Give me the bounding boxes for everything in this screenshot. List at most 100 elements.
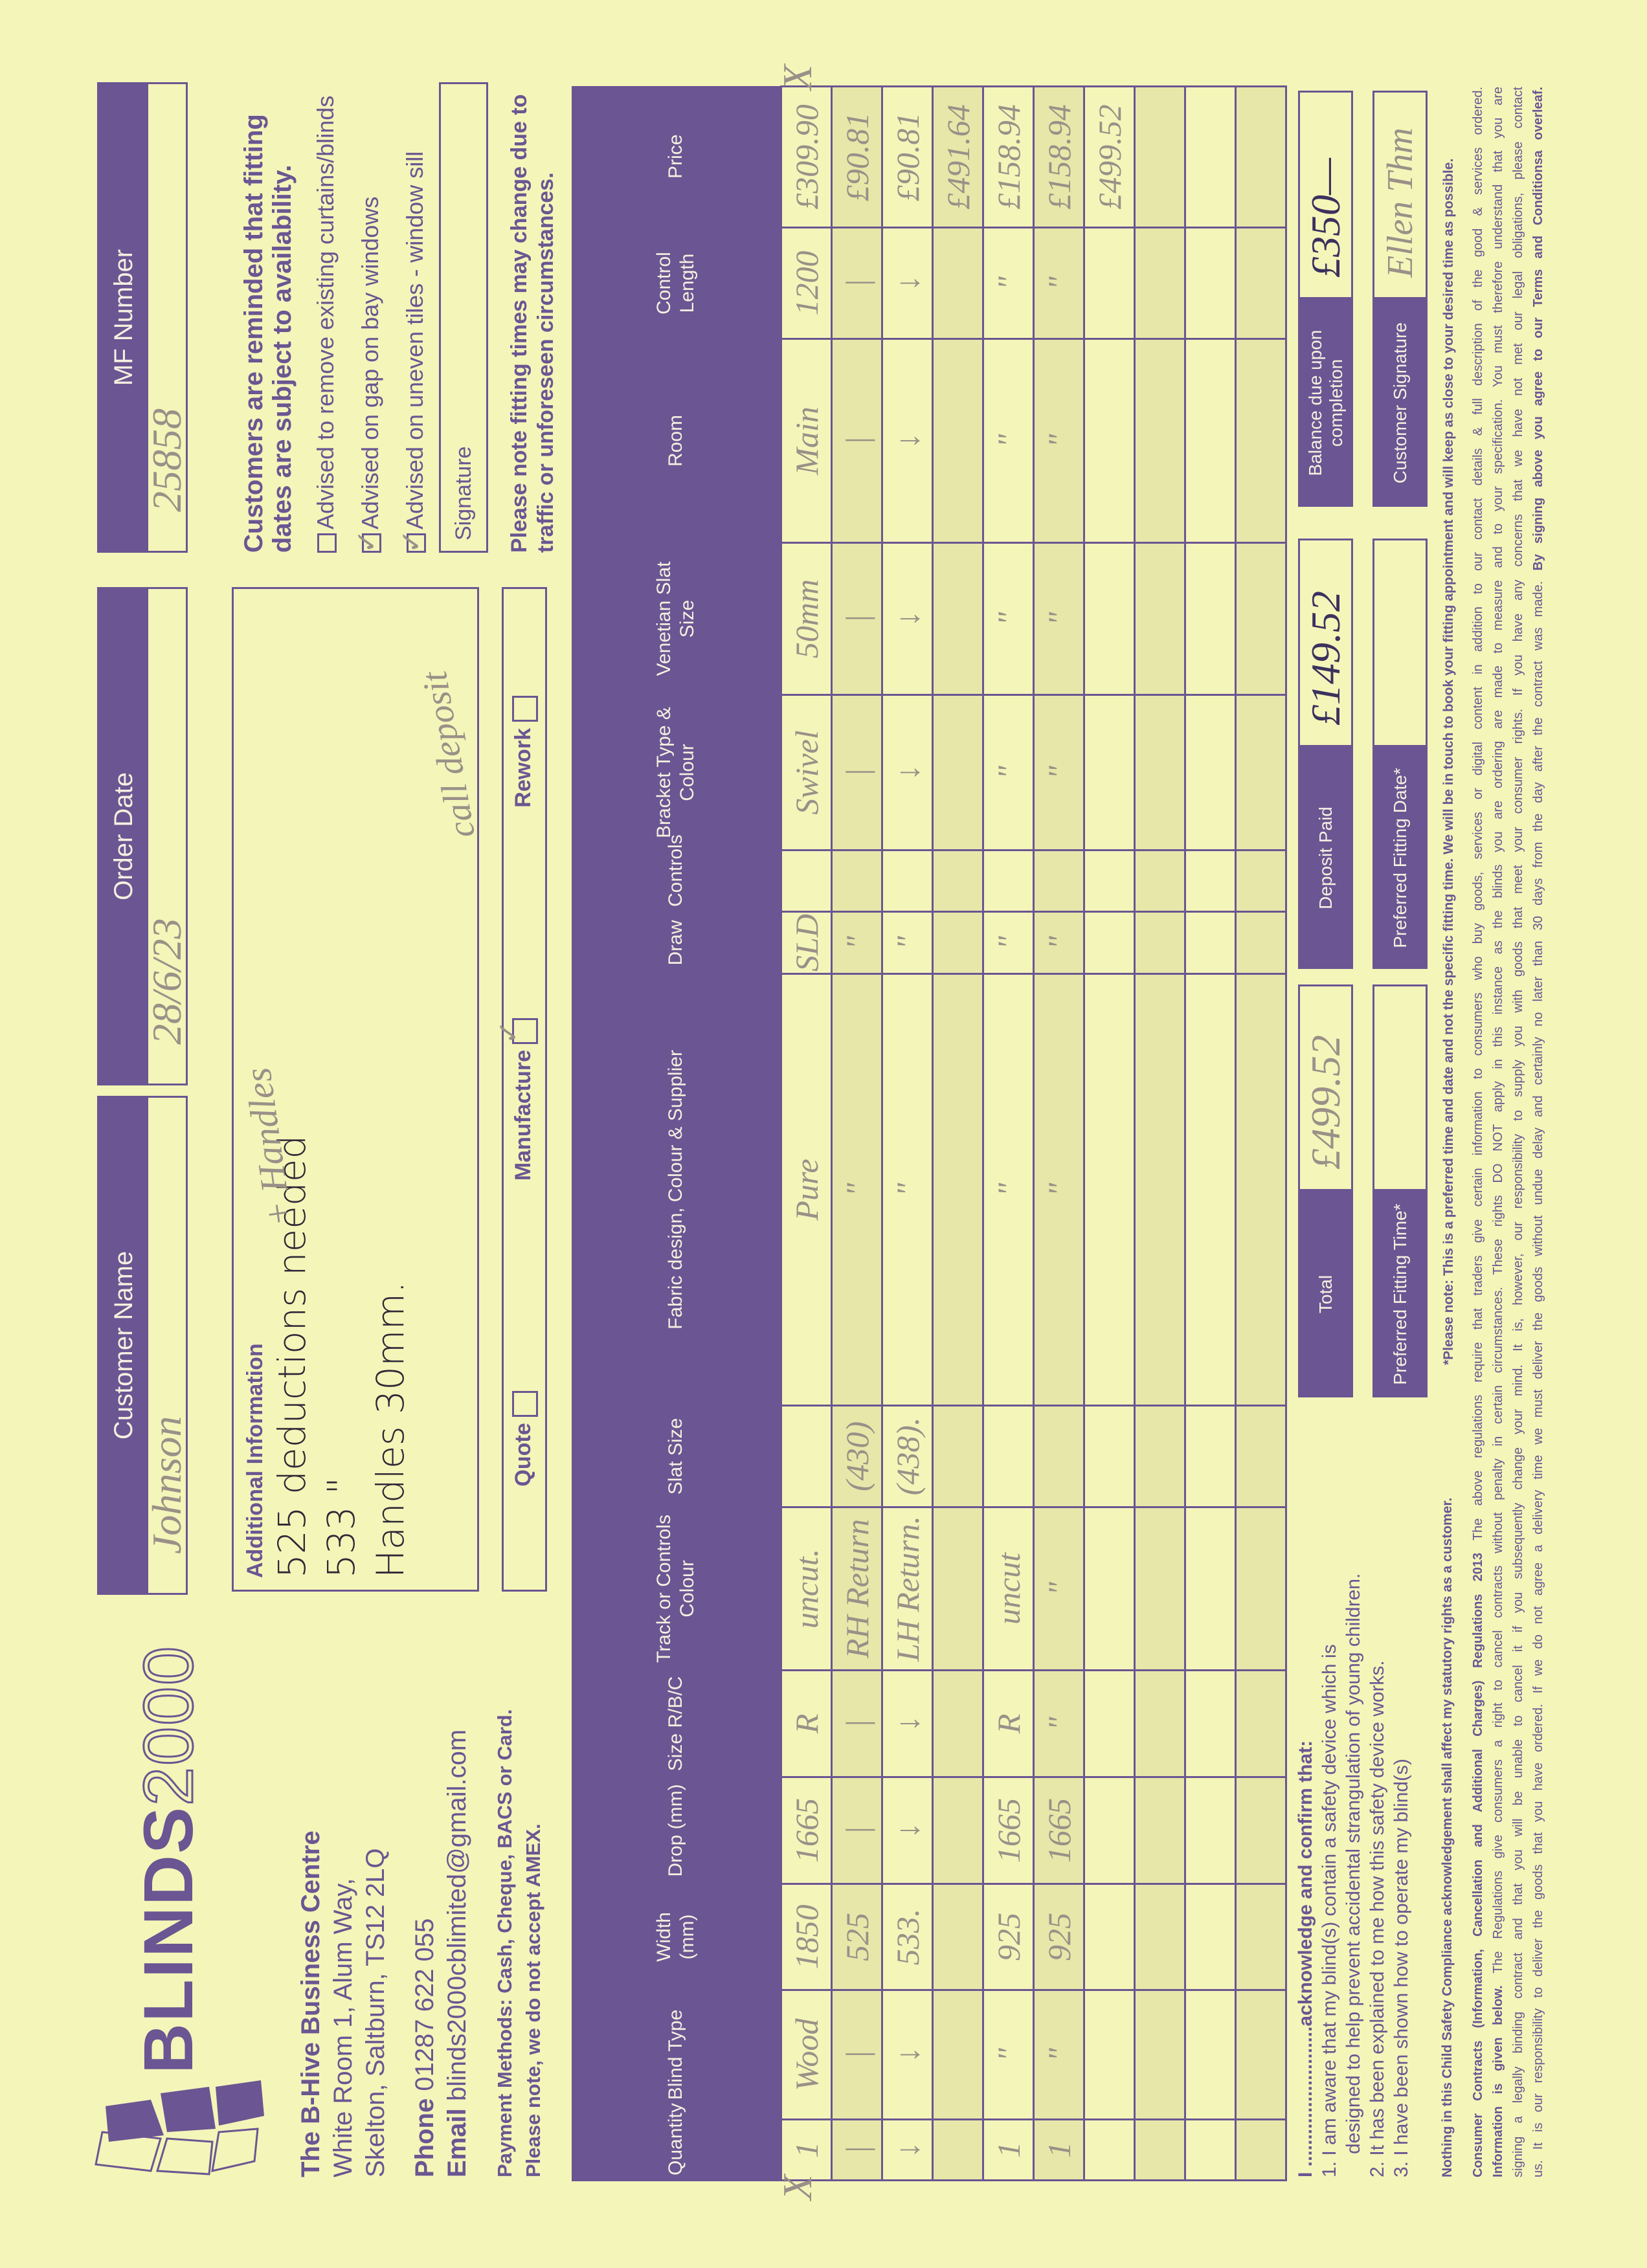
table-cell[interactable]: | <box>831 227 882 339</box>
table-cell[interactable] <box>1185 339 1236 543</box>
table-cell[interactable] <box>932 542 983 695</box>
table-cell[interactable]: 50mm <box>781 542 832 695</box>
table-cell[interactable] <box>1134 227 1185 339</box>
table-cell[interactable]: £309.90 <box>781 86 832 228</box>
total-value[interactable]: £499.52 <box>1298 984 1353 1191</box>
table-cell[interactable] <box>1084 1777 1135 1884</box>
table-cell[interactable]: " <box>983 911 1034 974</box>
table-cell[interactable]: uncut. <box>781 1507 832 1671</box>
table-cell[interactable] <box>1084 1670 1135 1777</box>
table-cell[interactable]: 1850 <box>781 1884 832 1990</box>
table-cell[interactable] <box>1185 695 1236 850</box>
table-cell[interactable] <box>1185 1405 1236 1507</box>
table-cell[interactable]: SLD <box>781 911 832 974</box>
table-cell[interactable] <box>932 973 983 1406</box>
preferred-fitting-time-field[interactable]: Preferred Fitting Time* <box>1372 984 1428 1397</box>
table-cell[interactable] <box>1084 1405 1135 1507</box>
table-cell[interactable]: " <box>983 1990 1034 2120</box>
table-cell[interactable]: 925 <box>983 1884 1034 1990</box>
table-cell[interactable] <box>932 695 983 850</box>
table-cell[interactable] <box>1134 973 1185 1406</box>
table-cell[interactable] <box>1185 911 1236 974</box>
table-cell[interactable] <box>1134 911 1185 974</box>
table-cell[interactable] <box>1235 339 1286 543</box>
table-cell[interactable]: £158.94 <box>983 86 1034 228</box>
table-cell[interactable]: Swivel <box>781 695 832 850</box>
advice-checkbox-tiles[interactable]: ✓ Advised on uneven tiles - window sill <box>395 151 429 553</box>
table-cell[interactable]: 1665 <box>983 1777 1034 1884</box>
table-cell[interactable] <box>1235 850 1286 912</box>
table-cell[interactable]: £158.94 <box>1033 86 1084 228</box>
table-cell[interactable] <box>1134 1405 1185 1507</box>
table-cell[interactable] <box>932 1670 983 1777</box>
table-cell[interactable] <box>1084 850 1135 912</box>
table-cell[interactable]: 925 <box>1033 1884 1084 1990</box>
table-cell[interactable]: " <box>882 911 933 974</box>
table-cell[interactable] <box>1235 2119 1286 2181</box>
balance-value[interactable]: £350— <box>1298 91 1353 299</box>
table-cell[interactable] <box>932 911 983 974</box>
table-cell[interactable]: | <box>831 695 882 850</box>
table-cell[interactable] <box>1134 1990 1185 2120</box>
order-date-field[interactable]: Order Date 28/6/23 <box>97 587 190 1085</box>
table-cell[interactable]: " <box>831 911 882 974</box>
advice-checkbox-curtains[interactable]: Advised to remove existing curtains/blin… <box>303 80 348 553</box>
table-cell[interactable]: ↓ <box>882 1777 933 1884</box>
additional-info-box[interactable]: Additional Information 525 deductions ne… <box>232 587 483 1592</box>
table-cell[interactable] <box>1134 1507 1185 1671</box>
table-cell[interactable] <box>1235 542 1286 695</box>
table-cell[interactable] <box>1084 1884 1135 1990</box>
table-cell[interactable]: " <box>1033 1670 1084 1777</box>
table-cell[interactable]: £90.81 <box>831 86 882 228</box>
table-cell[interactable]: " <box>1033 542 1084 695</box>
table-cell[interactable] <box>1134 695 1185 850</box>
table-cell[interactable] <box>1185 1507 1236 1671</box>
table-cell[interactable] <box>1235 695 1286 850</box>
table-cell[interactable] <box>1185 542 1236 695</box>
mf-number-value[interactable]: 25858 <box>144 408 190 512</box>
ack-name-blank[interactable]: .......................... <box>1295 2026 1316 2167</box>
total-field[interactable]: Total £499.52 <box>1298 984 1353 1397</box>
table-cell[interactable] <box>1134 542 1185 695</box>
customer-name-field[interactable]: Customer Name Johnson <box>97 1096 190 1595</box>
table-cell[interactable] <box>1084 227 1135 339</box>
table-cell[interactable]: 1 <box>983 2119 1034 2181</box>
table-cell[interactable] <box>932 227 983 339</box>
table-cell[interactable] <box>1235 227 1286 339</box>
table-cell[interactable] <box>1235 973 1286 1406</box>
deposit-paid-field[interactable]: Deposit Paid £149.52 <box>1298 539 1353 969</box>
table-cell[interactable]: ↓ <box>882 227 933 339</box>
table-cell[interactable]: " <box>983 339 1034 543</box>
table-cell[interactable]: 1 <box>781 2119 832 2181</box>
table-cell[interactable] <box>983 850 1034 912</box>
advice-checkbox-bay[interactable]: ✓ Advised on gap on bay windows <box>350 196 384 553</box>
table-cell[interactable] <box>932 1990 983 2120</box>
table-cell[interactable]: Main <box>781 339 832 543</box>
table-cell[interactable]: ↓ <box>882 339 933 543</box>
table-cell[interactable]: | <box>831 1990 882 2120</box>
table-cell[interactable]: " <box>1033 339 1084 543</box>
table-cell[interactable] <box>932 1507 983 1671</box>
table-cell[interactable] <box>831 850 882 912</box>
table-cell[interactable] <box>932 339 983 543</box>
table-cell[interactable] <box>1235 1884 1286 1990</box>
table-cell[interactable] <box>1185 1670 1236 1777</box>
table-cell[interactable]: 1 <box>1033 2119 1084 2181</box>
preferred-fitting-date-field[interactable]: Preferred Fitting Date* <box>1372 539 1428 969</box>
table-cell[interactable] <box>1084 339 1135 543</box>
quote-checkbox[interactable]: Quote <box>511 1387 538 1487</box>
table-cell[interactable]: 1665 <box>781 1777 832 1884</box>
table-cell[interactable] <box>932 1884 983 1990</box>
manufacture-checkbox[interactable]: Manufacture ✓ <box>492 1014 538 1181</box>
table-cell[interactable] <box>1084 542 1135 695</box>
table-cell[interactable]: " <box>1033 1990 1084 2120</box>
table-cell[interactable] <box>1134 2119 1185 2181</box>
table-cell[interactable]: ↓ <box>882 542 933 695</box>
table-cell[interactable]: uncut <box>983 1507 1034 1671</box>
preferred-fitting-time-value[interactable] <box>1372 984 1428 1191</box>
table-cell[interactable] <box>1134 1670 1185 1777</box>
table-cell[interactable] <box>882 850 933 912</box>
table-cell[interactable] <box>1235 1670 1286 1777</box>
table-cell[interactable] <box>1134 1884 1185 1990</box>
table-cell[interactable]: " <box>983 542 1034 695</box>
